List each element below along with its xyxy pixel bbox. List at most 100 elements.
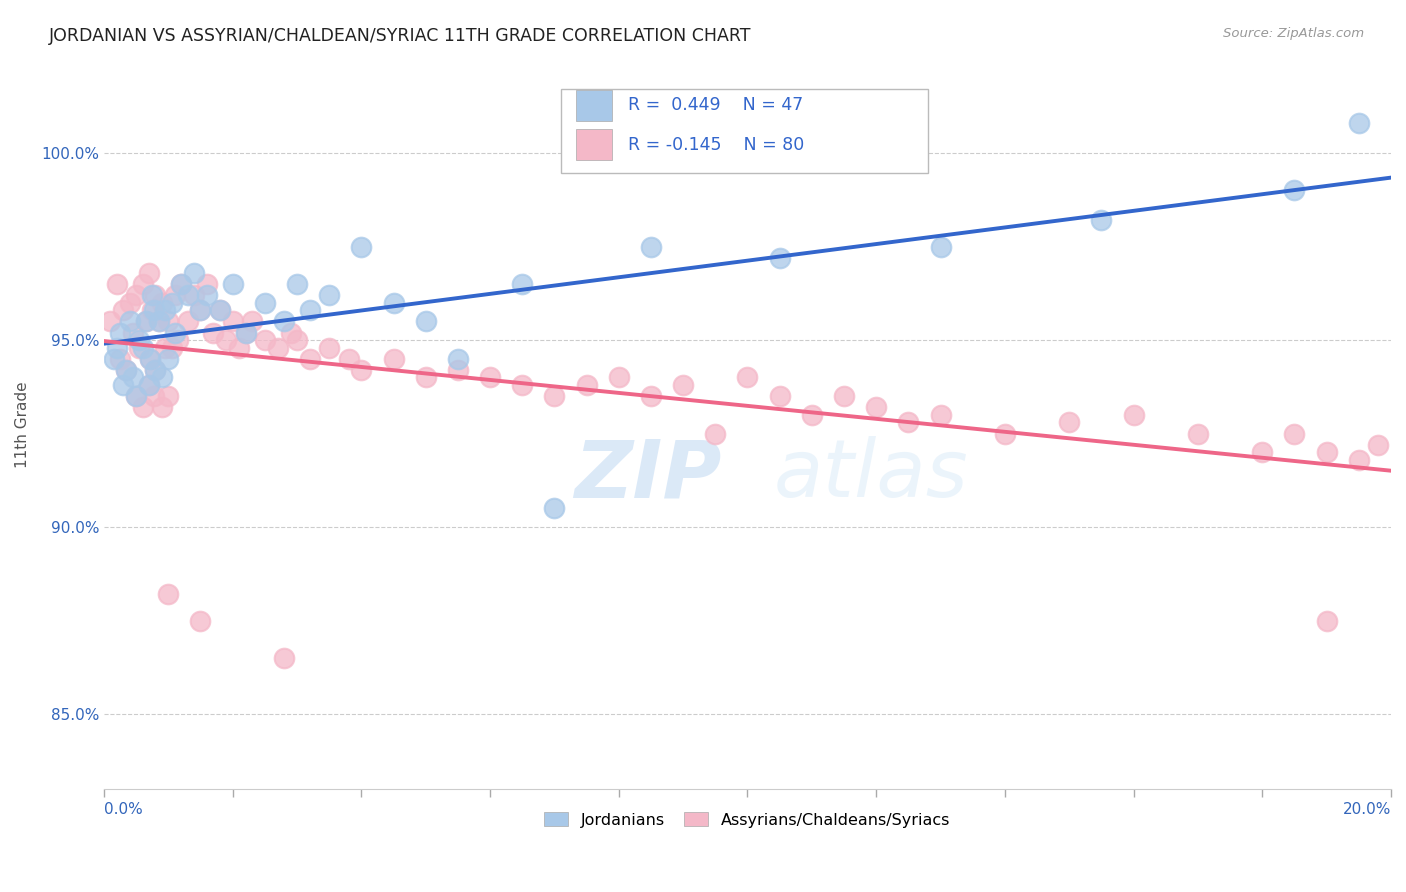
- Text: 0.0%: 0.0%: [104, 802, 143, 817]
- Point: [143, 303, 166, 318]
- Point: [141, 303, 163, 318]
- Point: [897, 416, 920, 430]
- Point: [208, 303, 231, 318]
- Point: [350, 239, 373, 253]
- Point: [190, 303, 212, 318]
- Point: [1316, 445, 1339, 459]
- Point: [150, 401, 173, 415]
- Point: [479, 370, 502, 384]
- Point: [769, 389, 792, 403]
- Point: [128, 341, 150, 355]
- Point: [170, 277, 193, 291]
- Point: [150, 295, 173, 310]
- Point: [195, 288, 218, 302]
- Point: [153, 341, 176, 355]
- Point: [1251, 445, 1274, 459]
- Point: [105, 341, 128, 355]
- Point: [118, 295, 141, 310]
- Point: [108, 326, 131, 340]
- Point: [208, 303, 231, 318]
- FancyBboxPatch shape: [576, 129, 613, 160]
- Point: [1347, 452, 1369, 467]
- Point: [285, 277, 308, 291]
- Point: [122, 370, 145, 384]
- Point: [1316, 614, 1339, 628]
- Point: [800, 408, 823, 422]
- FancyBboxPatch shape: [576, 90, 613, 120]
- Point: [118, 314, 141, 328]
- Point: [769, 251, 792, 265]
- Point: [318, 341, 340, 355]
- Point: [150, 370, 173, 384]
- Point: [125, 389, 148, 403]
- Point: [112, 378, 135, 392]
- Point: [298, 351, 321, 366]
- Point: [929, 239, 952, 253]
- Point: [115, 363, 138, 377]
- Text: Source: ZipAtlas.com: Source: ZipAtlas.com: [1223, 27, 1364, 40]
- Point: [125, 288, 148, 302]
- Point: [382, 295, 405, 310]
- Point: [139, 351, 162, 366]
- Point: [280, 326, 302, 340]
- Point: [122, 326, 145, 340]
- Point: [865, 401, 887, 415]
- Point: [157, 389, 180, 403]
- Point: [221, 277, 243, 291]
- Point: [105, 277, 128, 291]
- Point: [607, 370, 630, 384]
- Point: [170, 277, 193, 291]
- Point: [183, 266, 205, 280]
- Point: [240, 314, 263, 328]
- Point: [103, 351, 125, 366]
- Point: [575, 378, 598, 392]
- Point: [1284, 426, 1306, 441]
- Point: [100, 314, 122, 328]
- Point: [298, 303, 321, 318]
- Point: [447, 351, 470, 366]
- Point: [163, 326, 186, 340]
- Point: [131, 401, 153, 415]
- Point: [235, 326, 257, 340]
- Point: [153, 303, 176, 318]
- Text: 20.0%: 20.0%: [1343, 802, 1391, 817]
- Text: JORDANIAN VS ASSYRIAN/CHALDEAN/SYRIAC 11TH GRADE CORRELATION CHART: JORDANIAN VS ASSYRIAN/CHALDEAN/SYRIAC 11…: [49, 27, 752, 45]
- FancyBboxPatch shape: [561, 89, 928, 173]
- Point: [253, 333, 276, 347]
- Point: [337, 351, 360, 366]
- Point: [640, 239, 662, 253]
- Point: [145, 363, 167, 377]
- Point: [148, 314, 170, 328]
- Point: [273, 651, 295, 665]
- Point: [138, 378, 160, 392]
- Point: [215, 333, 238, 347]
- Point: [167, 333, 190, 347]
- Point: [415, 314, 437, 328]
- Point: [228, 341, 250, 355]
- Point: [929, 408, 952, 422]
- Point: [415, 370, 437, 384]
- Text: R = -0.145    N = 80: R = -0.145 N = 80: [628, 136, 804, 153]
- Point: [160, 341, 183, 355]
- Point: [115, 363, 138, 377]
- Point: [112, 303, 135, 318]
- Point: [141, 288, 163, 302]
- Point: [318, 288, 340, 302]
- Point: [273, 314, 295, 328]
- Point: [135, 314, 157, 328]
- Point: [1347, 116, 1369, 130]
- Point: [108, 351, 131, 366]
- Point: [350, 363, 373, 377]
- Point: [125, 389, 148, 403]
- Text: atlas: atlas: [773, 436, 967, 515]
- Point: [832, 389, 855, 403]
- Point: [382, 351, 405, 366]
- Point: [190, 303, 212, 318]
- Point: [253, 295, 276, 310]
- Point: [143, 389, 166, 403]
- Point: [267, 341, 290, 355]
- Point: [672, 378, 695, 392]
- Point: [1122, 408, 1144, 422]
- Y-axis label: 11th Grade: 11th Grade: [15, 381, 30, 467]
- Point: [145, 288, 167, 302]
